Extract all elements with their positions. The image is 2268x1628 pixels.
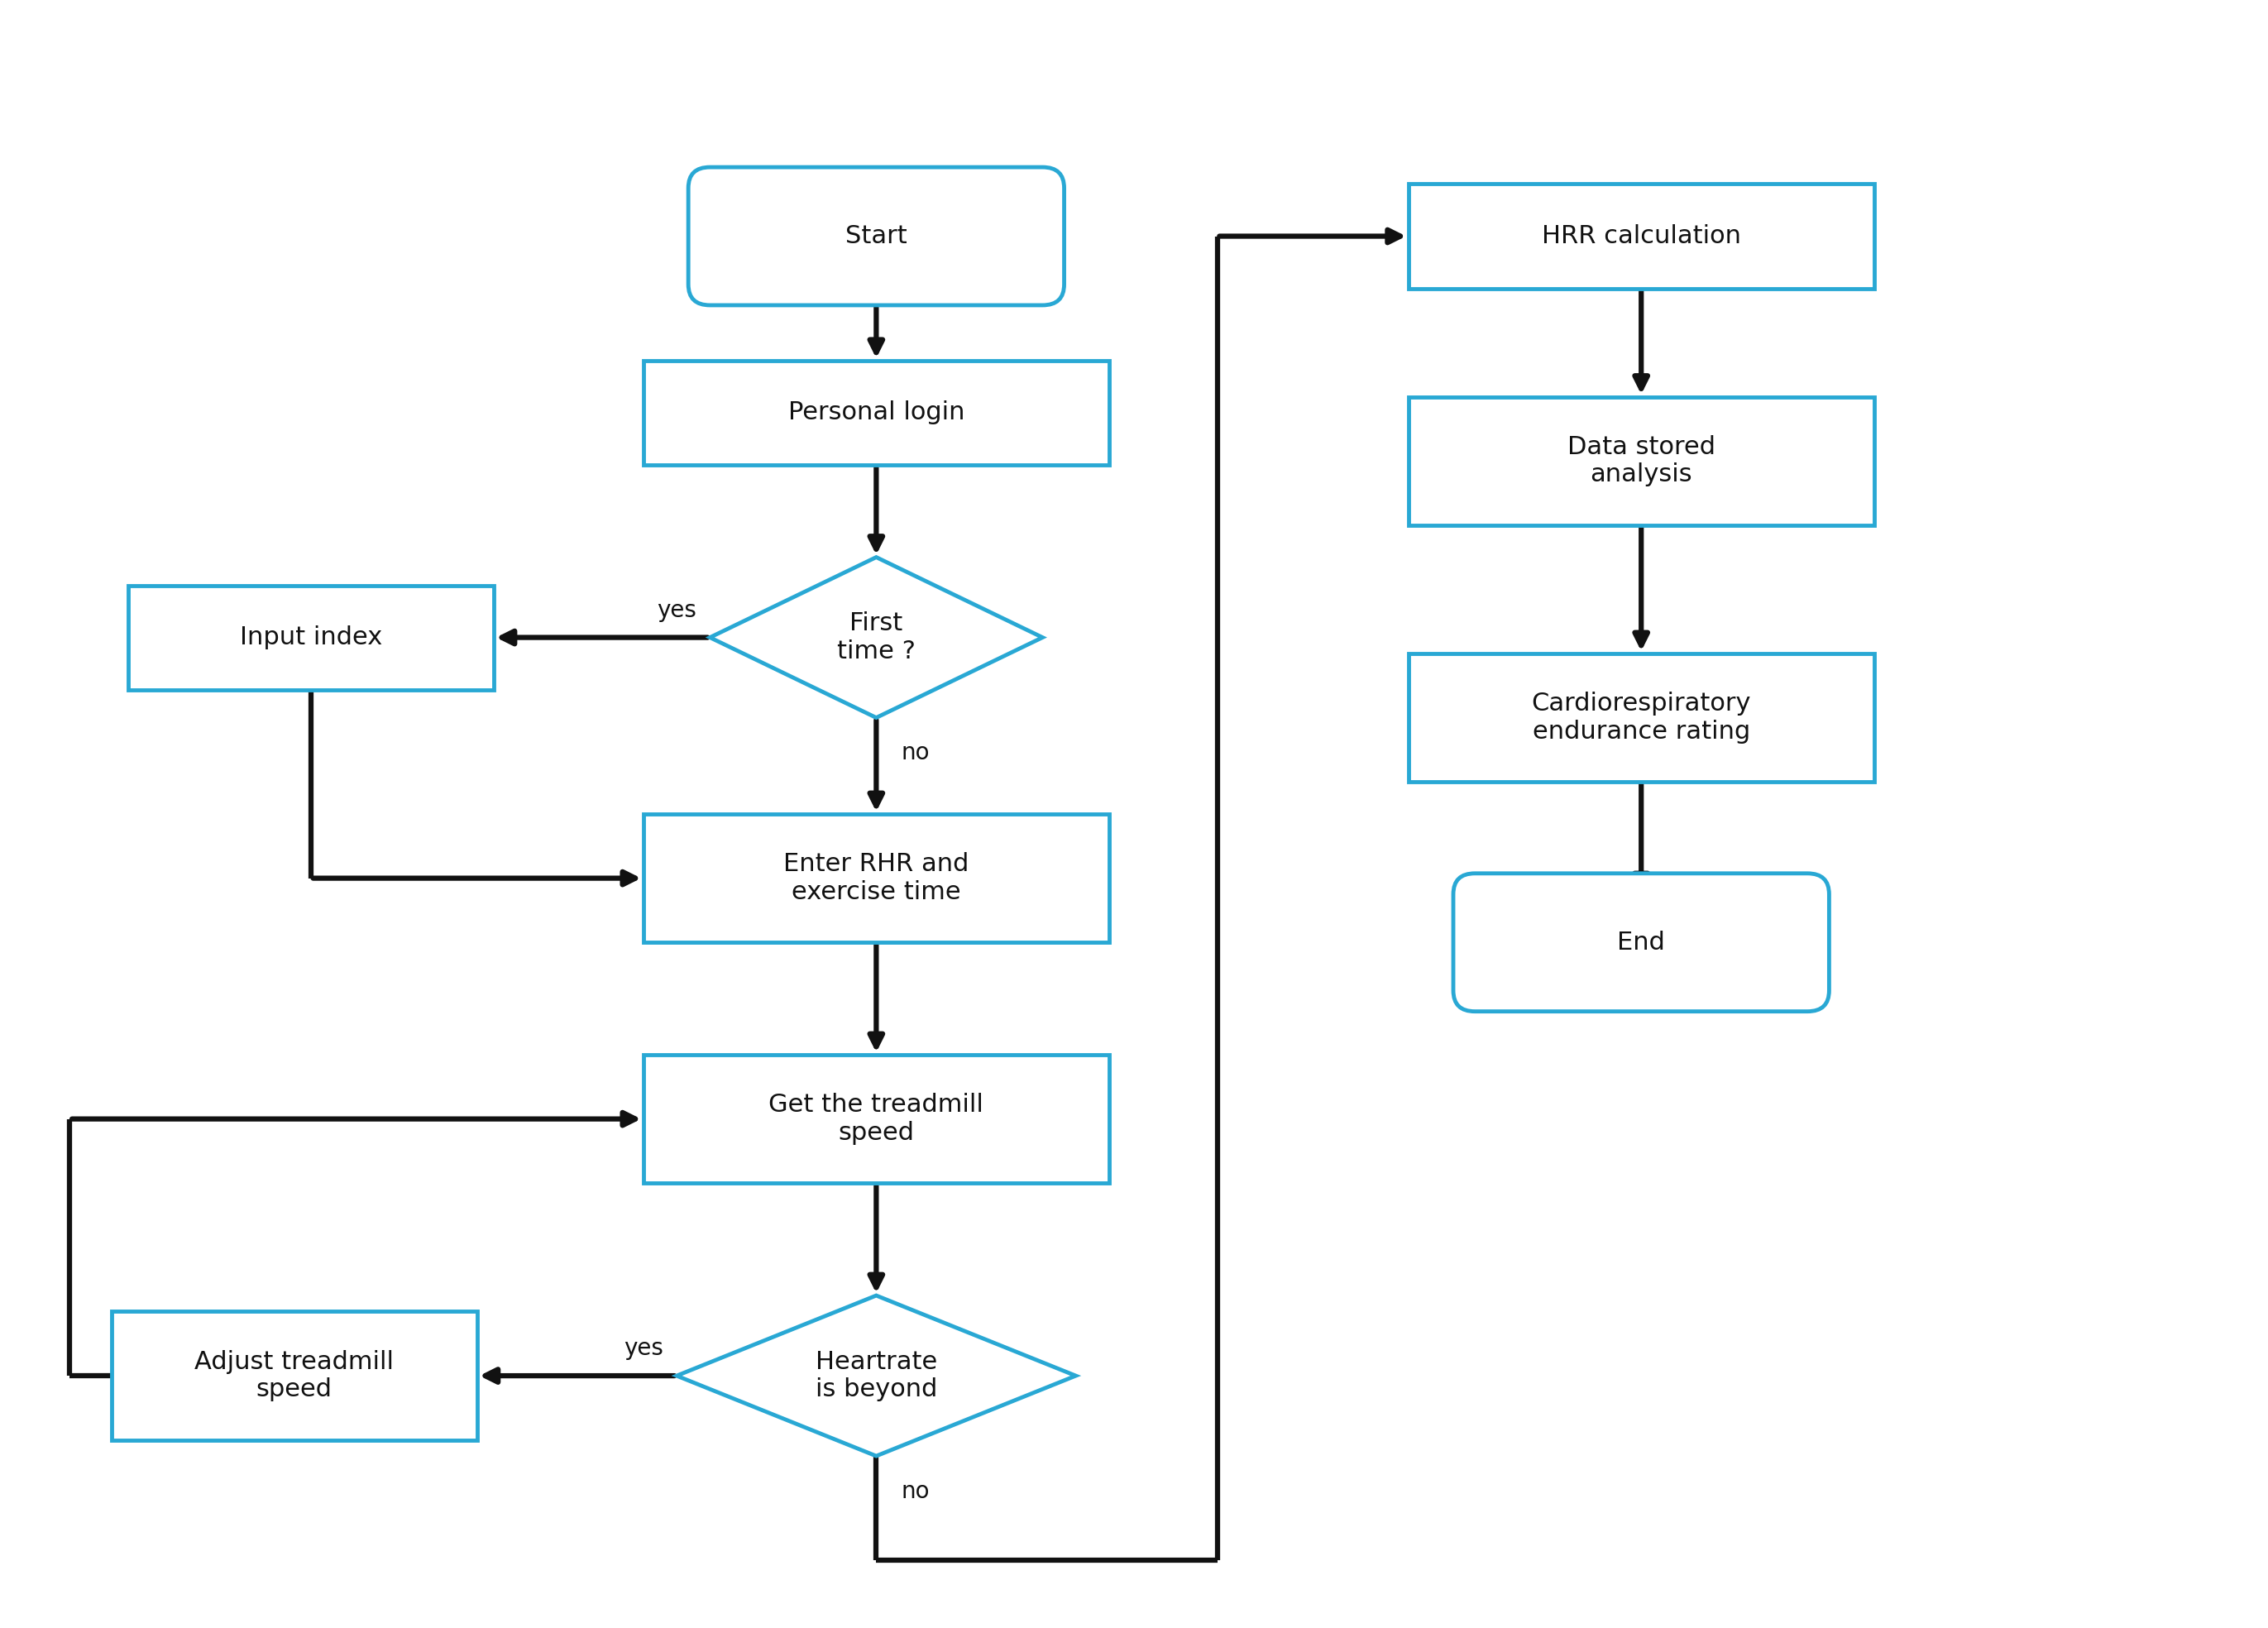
FancyBboxPatch shape xyxy=(1408,184,1873,288)
FancyBboxPatch shape xyxy=(127,586,494,690)
FancyBboxPatch shape xyxy=(111,1312,476,1439)
Text: End: End xyxy=(1617,931,1665,954)
Polygon shape xyxy=(710,557,1043,718)
FancyBboxPatch shape xyxy=(1454,873,1828,1011)
Text: no: no xyxy=(900,741,930,765)
FancyBboxPatch shape xyxy=(644,814,1109,943)
Text: Start: Start xyxy=(846,225,907,247)
Polygon shape xyxy=(676,1296,1075,1455)
FancyBboxPatch shape xyxy=(644,1055,1109,1184)
FancyBboxPatch shape xyxy=(687,168,1064,304)
Text: Enter RHR and
exercise time: Enter RHR and exercise time xyxy=(782,853,968,904)
Text: yes: yes xyxy=(658,599,696,622)
FancyBboxPatch shape xyxy=(1408,653,1873,781)
Text: HRR calculation: HRR calculation xyxy=(1542,225,1742,247)
Text: Heartrate
is beyond: Heartrate is beyond xyxy=(814,1350,937,1402)
Text: yes: yes xyxy=(624,1337,662,1359)
Text: Input index: Input index xyxy=(240,625,381,650)
Text: Data stored
analysis: Data stored analysis xyxy=(1567,435,1715,487)
Text: Get the treadmill
speed: Get the treadmill speed xyxy=(769,1092,984,1144)
FancyBboxPatch shape xyxy=(1408,397,1873,526)
Text: Cardiorespiratory
endurance rating: Cardiorespiratory endurance rating xyxy=(1531,692,1751,744)
Text: no: no xyxy=(900,1480,930,1503)
Text: Adjust treadmill
speed: Adjust treadmill speed xyxy=(195,1350,395,1402)
Text: First
time ?: First time ? xyxy=(837,612,916,663)
FancyBboxPatch shape xyxy=(644,360,1109,466)
Text: Personal login: Personal login xyxy=(787,400,964,425)
